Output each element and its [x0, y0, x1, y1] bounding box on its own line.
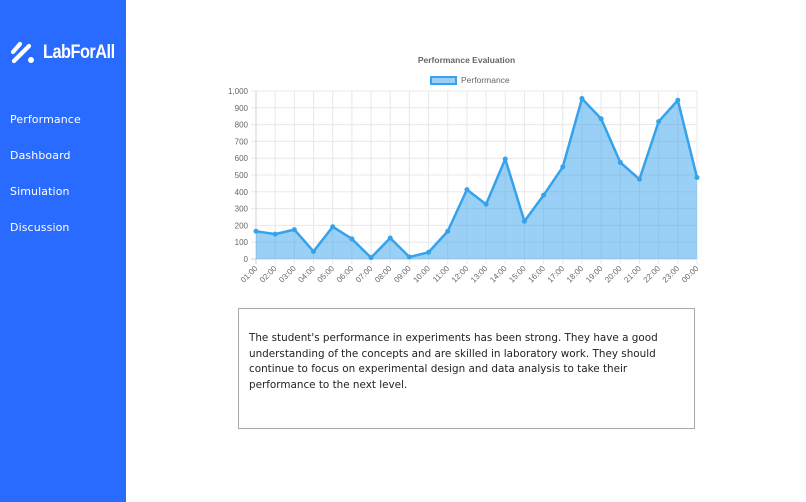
x-tick-label: 20:00 [603, 264, 624, 285]
slash-dots-logo-icon [10, 41, 34, 64]
y-tick-label: 700 [235, 137, 249, 146]
data-point[interactable] [406, 254, 412, 260]
performance-summary-text: The student's performance in experiments… [249, 332, 658, 391]
y-tick-label: 100 [235, 238, 249, 247]
x-tick-label: 12:00 [450, 264, 471, 285]
sidebar-item-performance[interactable]: Performance [10, 113, 81, 126]
x-tick-label: 19:00 [584, 264, 605, 285]
sidebar-item-dashboard[interactable]: Dashboard [10, 149, 71, 162]
chart-title: Performance Evaluation [417, 55, 516, 65]
performance-summary-box: The student's performance in experiments… [238, 308, 695, 429]
sidebar-item-simulation[interactable]: Simulation [10, 185, 70, 198]
y-tick-label: 0 [244, 255, 249, 264]
legend-swatch [430, 75, 457, 85]
data-point[interactable] [579, 96, 585, 102]
area-fill [256, 98, 697, 259]
data-point[interactable] [253, 228, 259, 234]
y-tick-label: 500 [235, 171, 249, 180]
x-tick-label: 16:00 [526, 264, 547, 285]
sidebar: LabForAll Performance Dashboard Simulati… [0, 0, 126, 502]
data-point[interactable] [445, 228, 451, 234]
data-point[interactable] [311, 248, 317, 254]
y-tick-label: 600 [235, 154, 249, 163]
x-tick-label: 04:00 [296, 264, 317, 285]
x-tick-label: 00:00 [680, 264, 701, 285]
x-tick-label: 22:00 [642, 264, 663, 285]
y-tick-label: 200 [235, 221, 249, 230]
y-tick-label: 1,000 [228, 87, 249, 96]
brand-name: LabForAll [43, 42, 115, 63]
data-point[interactable] [694, 175, 700, 181]
data-point[interactable] [387, 235, 393, 241]
x-tick-label: 01:00 [239, 264, 260, 285]
sidebar-item-discussion[interactable]: Discussion [10, 221, 70, 234]
y-tick-label: 400 [235, 188, 249, 197]
x-tick-label: 03:00 [277, 264, 298, 285]
x-tick-label: 02:00 [258, 264, 279, 285]
data-point[interactable] [521, 218, 527, 224]
y-tick-label: 300 [235, 205, 249, 214]
data-point[interactable] [541, 192, 547, 198]
data-point[interactable] [502, 156, 508, 162]
data-point[interactable] [483, 201, 489, 207]
y-tick-label: 800 [235, 121, 249, 130]
x-tick-label: 18:00 [565, 264, 586, 285]
x-tick-label: 09:00 [392, 264, 413, 285]
data-point[interactable] [330, 224, 336, 230]
data-point[interactable] [349, 236, 355, 242]
brand-logo[interactable]: LabForAll [10, 40, 126, 66]
x-tick-label: 06:00 [335, 264, 356, 285]
x-tick-label: 21:00 [622, 264, 643, 285]
data-point[interactable] [291, 227, 297, 233]
data-point[interactable] [598, 116, 604, 122]
data-point[interactable] [656, 119, 662, 125]
data-point[interactable] [464, 187, 470, 193]
x-tick-label: 10:00 [411, 264, 432, 285]
performance-chart: 0 100 200 300 400 500 600 700 800 900 1,000 01:0002… [228, 87, 701, 285]
x-tick-label: 11:00 [431, 264, 451, 284]
data-point[interactable] [636, 176, 642, 182]
x-tick-label: 23:00 [661, 264, 682, 285]
x-tick-label: 17:00 [546, 264, 567, 285]
data-point[interactable] [426, 249, 432, 255]
data-point[interactable] [560, 164, 566, 170]
series-line [255, 97, 699, 259]
x-tick-label: 07:00 [354, 264, 375, 285]
x-tick-label: 13:00 [469, 264, 490, 285]
x-tick-label: 15:00 [507, 264, 528, 285]
data-point[interactable] [368, 255, 374, 261]
sidebar-nav: Performance Dashboard Simulation Discuss… [10, 112, 81, 256]
chart-legend[interactable]: Performance [430, 75, 510, 85]
x-tick-label: 14:00 [488, 264, 509, 285]
x-tick-label: 08:00 [373, 264, 394, 285]
data-point[interactable] [617, 159, 623, 165]
legend-label: Performance [461, 75, 510, 85]
x-tick-label: 05:00 [316, 264, 337, 285]
data-point[interactable] [272, 231, 278, 237]
y-tick-label: 900 [235, 104, 249, 113]
data-point[interactable] [675, 97, 681, 103]
